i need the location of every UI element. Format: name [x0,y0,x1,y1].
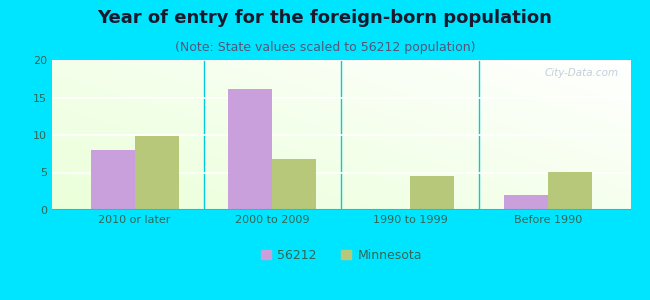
Bar [228,88,272,210]
Bar [90,150,135,210]
Bar [272,159,317,210]
Bar [504,195,548,210]
Text: Year of entry for the foreign-born population: Year of entry for the foreign-born popul… [98,9,552,27]
Text: (Note: State values scaled to 56212 population): (Note: State values scaled to 56212 popu… [175,40,475,53]
Bar [135,136,179,210]
Bar [410,176,454,210]
Text: City-Data.com: City-Data.com [545,68,619,77]
Legend: 56212, Minnesota: 56212, Minnesota [255,244,427,267]
Bar [548,172,592,210]
